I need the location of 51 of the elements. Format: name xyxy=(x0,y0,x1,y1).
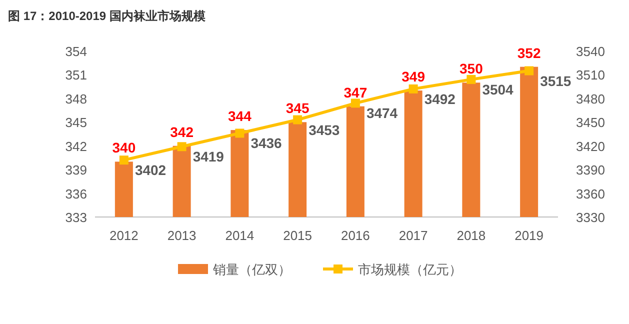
data-label: 3453 xyxy=(308,122,340,138)
data-label: 3474 xyxy=(366,105,398,122)
data-label: 3436 xyxy=(250,135,282,152)
y-tick-label: 351 xyxy=(65,68,87,83)
x-tick-label: 2019 xyxy=(514,228,544,243)
x-tick-label: 2017 xyxy=(398,228,428,243)
data-label: 344 xyxy=(228,108,252,124)
y-tick-label: 348 xyxy=(65,91,87,106)
y2-tick-label: 3480 xyxy=(576,91,605,106)
data-label: 3504 xyxy=(482,81,514,98)
x-tick-label: 2013 xyxy=(167,228,196,243)
data-label: 3419 xyxy=(192,148,224,165)
y-tick-label: 333 xyxy=(65,210,87,225)
y2-tick-label: 3420 xyxy=(576,138,605,154)
point xyxy=(524,66,534,76)
data-label: 3515 xyxy=(540,72,572,89)
x-tick-label: 2016 xyxy=(340,228,370,243)
data-label: 3402 xyxy=(134,162,166,178)
y2-tick-label: 3540 xyxy=(576,44,605,59)
y-tick-label: 339 xyxy=(65,162,87,178)
data-label: 350 xyxy=(460,60,484,77)
point xyxy=(119,156,128,165)
chart-title: 图 17：2010-2019 国内袜业市场规模 xyxy=(8,9,206,23)
x-tick-label: 2015 xyxy=(283,228,312,243)
point xyxy=(235,128,244,138)
x-tick-label: 2018 xyxy=(456,228,486,243)
point xyxy=(466,74,476,84)
y2-tick-label: 3510 xyxy=(576,68,605,83)
x-tick-label: 2014 xyxy=(225,228,254,243)
legend-label: 市场规模（亿元） xyxy=(358,262,462,277)
y-tick-label: 342 xyxy=(65,138,87,154)
x-tick-label: 2012 xyxy=(109,228,138,243)
y2-tick-label: 3330 xyxy=(576,210,605,225)
point xyxy=(408,84,418,94)
data-label: 342 xyxy=(170,124,194,140)
point xyxy=(177,142,186,152)
y2-tick-label: 3450 xyxy=(576,115,605,130)
y2-tick-label: 3360 xyxy=(576,186,605,202)
point xyxy=(293,115,302,124)
y2-tick-label: 3390 xyxy=(576,162,605,178)
data-label: 347 xyxy=(344,84,368,100)
data-label: 3492 xyxy=(424,90,456,107)
y-tick-label: 336 xyxy=(65,186,87,202)
y-tick-label: 345 xyxy=(65,115,87,130)
data-label: 340 xyxy=(112,140,136,156)
legend-label: 销量（亿双） xyxy=(212,262,291,277)
data-label: 345 xyxy=(286,100,310,116)
data-label: 352 xyxy=(517,44,541,61)
y-tick-label: 354 xyxy=(65,44,87,59)
point xyxy=(350,98,360,108)
data-label: 349 xyxy=(402,68,426,85)
